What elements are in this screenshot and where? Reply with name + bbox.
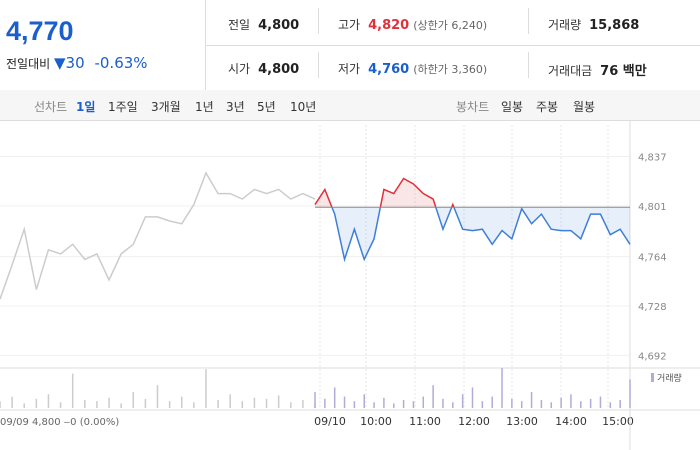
x-tick-label: 11:00 bbox=[409, 415, 441, 428]
summary-label: 시가 bbox=[228, 62, 251, 76]
summary-label: 거래량 bbox=[548, 18, 582, 32]
change-label: 전일대비 bbox=[6, 57, 51, 71]
summary-label: 고가 bbox=[338, 18, 361, 32]
summary-label: 저가 bbox=[338, 62, 361, 76]
change: 전일대비 ▼30 -0.63% bbox=[6, 54, 148, 72]
chart: 4,837 4,801 4,764 4,728 4,692 09/10 10:00 11:00… bbox=[0, 120, 700, 450]
tab-group-label: 선차트 bbox=[34, 100, 68, 114]
x-tick-label: 10:00 bbox=[360, 415, 392, 428]
summary-note: (상한가 6,240) bbox=[413, 19, 488, 32]
summary-cell: 거래대금 76 백만 bbox=[548, 60, 647, 79]
summary-label: 거래대금 bbox=[548, 64, 593, 78]
x-tick-label: 13:00 bbox=[506, 415, 538, 428]
change-amount: 30 bbox=[65, 54, 85, 72]
candle-tab[interactable]: 일봉 bbox=[501, 100, 524, 114]
divider bbox=[318, 52, 319, 78]
divider bbox=[528, 52, 529, 78]
summary-cell: 시가 4,800 bbox=[228, 60, 299, 77]
summary-value: 4,760 bbox=[368, 62, 410, 77]
divider bbox=[528, 8, 529, 34]
price-line-down bbox=[331, 207, 631, 263]
x-tick-label: 14:00 bbox=[555, 415, 587, 428]
area-down bbox=[331, 207, 630, 260]
period-tab[interactable]: 1주일 bbox=[108, 100, 138, 114]
period-tab[interactable]: 10년 bbox=[290, 100, 317, 114]
candle-tab[interactable]: 월봉 bbox=[573, 100, 596, 114]
period-tab[interactable]: 1년 bbox=[195, 100, 214, 114]
summary-cell: 저가 4,760 (하한가 3,360) bbox=[338, 60, 487, 77]
summary-value: 4,800 bbox=[258, 18, 300, 33]
summary-cell: 고가 4,820 (상한가 6,240) bbox=[338, 16, 487, 33]
volume-legend: 거래량 bbox=[657, 372, 682, 384]
y-tick-label: 4,801 bbox=[638, 202, 667, 213]
period-tab[interactable]: 3개월 bbox=[151, 100, 181, 114]
tab-group-label: 봉차트 bbox=[456, 100, 490, 114]
summary-header: 4,770 전일대비 ▼30 -0.63% 전일 4,800 고가 4,820 (상한가… bbox=[0, 0, 700, 91]
summary-cell: 거래량 15,868 bbox=[548, 16, 639, 33]
summary-value: 4,820 bbox=[368, 18, 410, 33]
current-price: 4,770 bbox=[6, 16, 74, 46]
y-tick-label: 4,728 bbox=[638, 302, 667, 313]
summary-cell: 전일 4,800 bbox=[228, 16, 299, 33]
period-tab[interactable]: 1일 bbox=[76, 100, 96, 114]
summary-label: 전일 bbox=[228, 18, 251, 32]
period-tab[interactable]: 5년 bbox=[257, 100, 276, 114]
area-up bbox=[315, 178, 630, 208]
y-tick-label: 4,764 bbox=[638, 253, 667, 264]
summary-value: 76 백만 bbox=[600, 64, 647, 79]
period-tab[interactable]: 3년 bbox=[226, 100, 245, 114]
candle-tab[interactable]: 주봉 bbox=[536, 100, 559, 114]
summary-note: (하한가 3,360) bbox=[413, 63, 488, 76]
previous-day-label: 09/09 4,800 ‒0 (0.00%) bbox=[0, 417, 119, 428]
down-arrow: ▼ bbox=[54, 54, 66, 72]
summary-value: 15,868 bbox=[589, 18, 640, 33]
price-line bbox=[0, 171, 316, 300]
summary-value: 4,800 bbox=[258, 62, 300, 77]
divider bbox=[205, 0, 206, 90]
x-tick-label: 09/10 bbox=[314, 415, 346, 428]
x-tick-label: 15:00 bbox=[602, 415, 634, 428]
change-rate: -0.63% bbox=[94, 54, 148, 72]
y-tick-label: 4,837 bbox=[638, 153, 667, 164]
divider bbox=[206, 45, 700, 46]
tab-bar: 선차트 1일 1주일 3개월 1년 3년 5년 10년 봉차트 일봉 주봉 월봉 bbox=[0, 90, 700, 121]
x-tick-label: 12:00 bbox=[458, 415, 490, 428]
y-tick-label: 4,692 bbox=[638, 351, 667, 362]
divider bbox=[318, 8, 319, 34]
volume-legend-swatch bbox=[651, 373, 654, 382]
